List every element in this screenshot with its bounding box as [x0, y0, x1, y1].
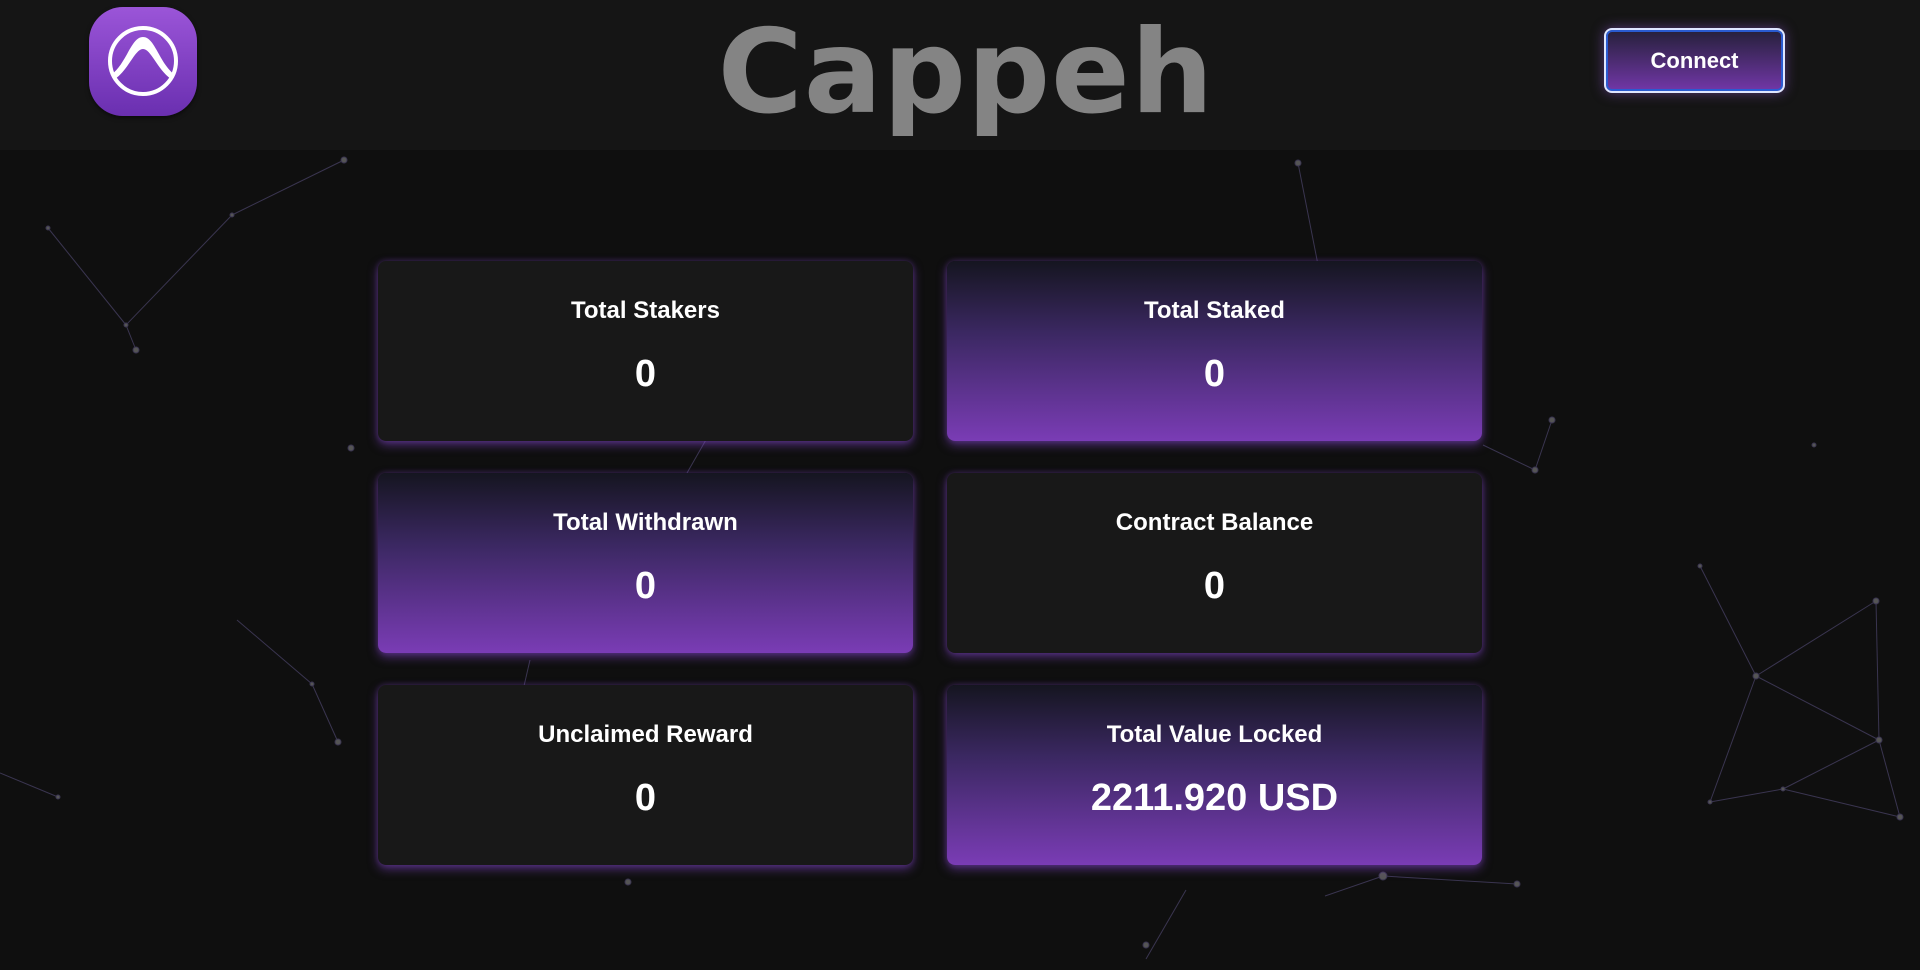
- stat-card-total-withdrawn: Total Withdrawn 0: [378, 473, 913, 653]
- stat-card-contract-balance: Contract Balance 0: [947, 473, 1482, 653]
- stat-card-total-value-locked: Total Value Locked 2211.920 USD: [947, 685, 1482, 865]
- watermark: Cappeh: [717, 5, 1215, 140]
- stat-value: 0: [634, 777, 657, 819]
- connect-button[interactable]: Connect: [1604, 28, 1785, 93]
- stat-label: Total Withdrawn: [553, 509, 738, 536]
- stat-label: Total Value Locked: [1106, 721, 1323, 748]
- top-bar: Connect: [0, 0, 1920, 150]
- stat-card-total-staked: Total Staked 0: [947, 261, 1482, 441]
- stat-label: Total Stakers: [571, 297, 720, 324]
- stat-value: 0: [634, 353, 657, 395]
- stat-value: 0: [1203, 565, 1226, 607]
- stat-card-total-stakers: Total Stakers 0: [378, 261, 913, 441]
- stat-label: Total Staked: [1144, 297, 1285, 324]
- app-logo[interactable]: [89, 7, 197, 116]
- stat-value: 0: [1203, 353, 1226, 395]
- arch-circle-logo-icon: [108, 26, 178, 96]
- stat-value: 2211.920 USD: [1090, 777, 1339, 819]
- stat-value: 0: [634, 565, 657, 607]
- stat-label: Unclaimed Reward: [538, 721, 753, 748]
- stat-label: Contract Balance: [1115, 509, 1314, 536]
- stats-grid: Total Stakers 0 Total Staked 0 Total Withd…: [378, 261, 1482, 865]
- stat-card-unclaimed-reward: Unclaimed Reward 0: [378, 685, 913, 865]
